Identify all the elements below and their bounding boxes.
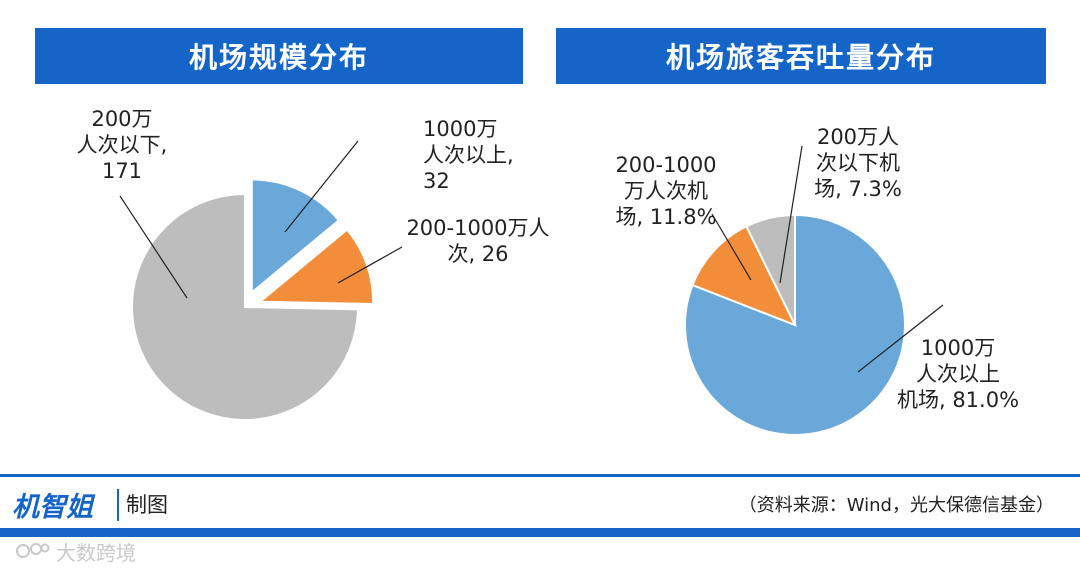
left-label-small: 200万人次以下, 171: [77, 107, 168, 183]
right-slice-mid: [691, 225, 798, 327]
left-slice-small: [131, 192, 359, 421]
watermark-text: 大数跨境: [56, 540, 136, 565]
brand-subtitle: 制图: [126, 493, 168, 517]
right-chart-title: 机场旅客吞吐量分布: [556, 28, 1046, 84]
right-label-mid: 200-1000 万人次机场, 11.8%: [615, 153, 716, 229]
left-leader-big: [284, 140, 359, 233]
watermark-logo-icon: [16, 543, 50, 558]
left-pie-chart: 1000万人次以上, 32 200-1000万人次, 26 200万人次以下, 171: [77, 107, 550, 421]
left-label-mid: 200-1000万人次, 26: [406, 216, 549, 266]
left-slice-big: [250, 178, 341, 295]
left-slice-mid: [257, 228, 375, 306]
right-pie-chart: 1000万人次以上机场, 81.0% 200-1000 万人次机场, 11.8% 20…: [615, 125, 1019, 436]
footer-bar: [0, 528, 1080, 537]
right-leader-mid: [711, 213, 752, 281]
watermark: 大数跨境: [16, 537, 136, 565]
left-leader-mid: [337, 246, 403, 284]
right-leader-big: [857, 304, 944, 373]
footer-divider: [0, 474, 1080, 477]
left-label-big: 1000万人次以上, 32: [423, 117, 514, 193]
right-leader-small: [779, 145, 803, 284]
right-slice-small: [745, 213, 796, 326]
brand-logo: 机智姐: [12, 491, 93, 523]
right-label-small: 200万人次以下机场, 7.3%: [814, 125, 902, 201]
source-note: （资料来源：Wind，光大保德信基金）: [738, 495, 1054, 516]
left-leader-small: [119, 195, 188, 299]
left-chart-title: 机场规模分布: [35, 28, 523, 84]
brand-separator: [117, 489, 119, 521]
right-label-big: 1000万人次以上机场, 81.0%: [897, 336, 1019, 412]
